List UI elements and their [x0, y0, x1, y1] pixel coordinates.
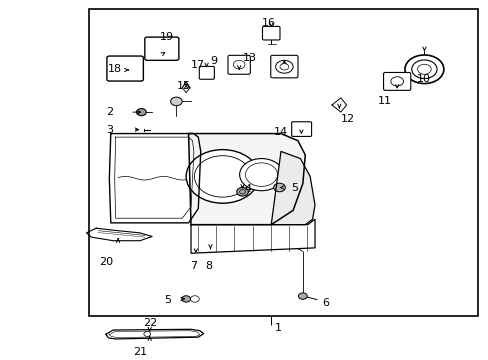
FancyBboxPatch shape — [291, 122, 311, 136]
Text: 2: 2 — [106, 107, 113, 117]
Circle shape — [236, 188, 248, 196]
Text: 16: 16 — [261, 18, 275, 28]
Polygon shape — [86, 228, 152, 241]
Circle shape — [136, 109, 146, 116]
FancyBboxPatch shape — [383, 72, 410, 90]
FancyBboxPatch shape — [270, 55, 297, 78]
Text: 14: 14 — [273, 127, 287, 137]
Circle shape — [170, 97, 182, 106]
Polygon shape — [191, 219, 314, 253]
Text: 17: 17 — [191, 60, 205, 70]
Polygon shape — [271, 152, 314, 225]
Text: 19: 19 — [159, 32, 173, 42]
Circle shape — [239, 158, 283, 191]
Circle shape — [186, 150, 259, 203]
Circle shape — [298, 293, 306, 299]
Text: 21: 21 — [132, 347, 146, 357]
Text: 13: 13 — [243, 53, 257, 63]
Text: 11: 11 — [377, 96, 391, 106]
FancyBboxPatch shape — [199, 66, 214, 79]
Circle shape — [273, 183, 285, 192]
Text: 3: 3 — [106, 125, 113, 135]
FancyBboxPatch shape — [107, 56, 143, 81]
Polygon shape — [109, 134, 201, 223]
Text: 4: 4 — [244, 184, 251, 194]
FancyBboxPatch shape — [144, 37, 179, 60]
Text: 9: 9 — [210, 57, 217, 66]
Bar — [89, 9, 477, 316]
Text: 15: 15 — [176, 81, 190, 91]
Text: 6: 6 — [322, 298, 328, 308]
Text: 18: 18 — [107, 64, 121, 73]
Text: 5: 5 — [290, 183, 297, 193]
Circle shape — [404, 55, 443, 84]
Polygon shape — [188, 134, 305, 225]
Circle shape — [182, 296, 190, 302]
Text: 12: 12 — [340, 114, 354, 124]
Polygon shape — [106, 329, 203, 339]
Text: 8: 8 — [205, 261, 212, 271]
Text: 7: 7 — [190, 261, 197, 271]
Text: 5: 5 — [164, 295, 171, 305]
Text: 10: 10 — [416, 74, 430, 84]
FancyBboxPatch shape — [227, 55, 250, 74]
Text: 20: 20 — [99, 257, 113, 267]
Text: 22: 22 — [143, 318, 157, 328]
FancyBboxPatch shape — [262, 26, 280, 40]
Text: 1: 1 — [274, 323, 281, 333]
